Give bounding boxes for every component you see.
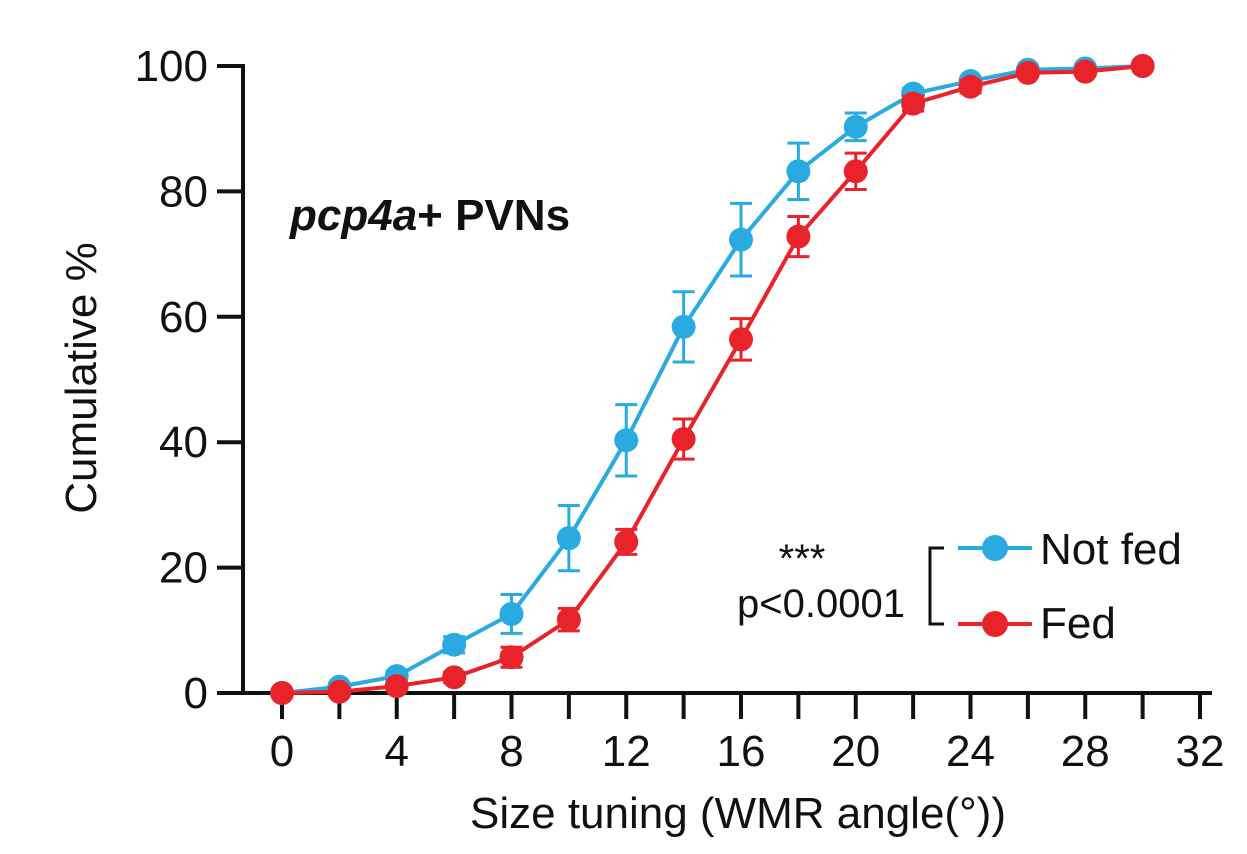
data-point-not-fed-12 [614, 428, 639, 453]
series-line-fed [281, 64, 1143, 695]
data-point-fed-20 [843, 159, 868, 184]
legend-label-not-fed: Not fed [1040, 525, 1182, 574]
data-point-fed-30 [1130, 54, 1155, 78]
data-point-not-fed-20 [843, 114, 868, 139]
data-point-fed-26 [1015, 60, 1040, 85]
data-point-not-fed-6 [442, 632, 467, 657]
legend: Not fed Fed [928, 525, 1182, 648]
plot-annotation-title: pcp4a+ PVNs [289, 191, 570, 240]
x-axis-title: Size tuning (WMR angle(°)) [470, 789, 1006, 838]
data-point-fed-12 [614, 529, 639, 554]
legend-swatch-not-fed-marker [982, 535, 1008, 561]
y-tick-label-40: 40 [159, 418, 208, 467]
data-point-fed-14 [671, 427, 696, 452]
series-fed [270, 54, 1155, 705]
legend-swatch-fed-marker [982, 611, 1008, 637]
data-point-fed-0 [270, 681, 294, 705]
x-tick-label-24: 24 [946, 727, 995, 776]
x-tick-label-16: 16 [717, 727, 766, 776]
data-point-fed-8 [499, 645, 524, 670]
annotation-rest: + PVNs [417, 191, 570, 240]
p-value-label: p<0.0001 [737, 582, 905, 626]
data-point-not-fed-16 [729, 227, 753, 252]
data-point-fed-28 [1073, 59, 1098, 84]
data-point-not-fed-10 [556, 526, 581, 551]
data-point-not-fed-14 [671, 314, 696, 339]
data-point-fed-18 [786, 224, 811, 249]
significance-stars: *** [779, 537, 826, 581]
data-point-fed-6 [442, 665, 467, 690]
y-tick-label-80: 80 [159, 167, 208, 216]
y-tick-label-100: 100 [135, 42, 208, 91]
x-tick-label-28: 28 [1061, 727, 1110, 776]
data-point-fed-4 [384, 674, 409, 699]
x-tick-label-12: 12 [602, 727, 651, 776]
legend-bracket [928, 546, 944, 626]
data-point-fed-24 [958, 74, 983, 99]
data-point-fed-16 [729, 327, 753, 352]
data-point-fed-10 [556, 607, 581, 632]
ticks: 0 4 8 12 16 20 24 28 32 0 20 40 60 80 100 [135, 42, 1225, 776]
annotation-italic: pcp4a [289, 191, 417, 240]
x-tick-label-32: 32 [1176, 727, 1225, 776]
y-tick-label-60: 60 [159, 293, 208, 342]
x-tick-label-0: 0 [270, 727, 294, 776]
y-axis-title: Cumulative % [57, 242, 106, 513]
series-not-fed [270, 54, 1155, 705]
series-line-not-fed [281, 64, 1143, 695]
data-point-not-fed-18 [786, 159, 811, 184]
y-tick-label-20: 20 [159, 544, 208, 593]
x-tick-label-8: 8 [499, 727, 523, 776]
data-point-fed-2 [327, 679, 352, 704]
data-point-not-fed-8 [499, 601, 524, 626]
legend-label-fed: Fed [1040, 599, 1116, 648]
data-point-fed-22 [901, 91, 926, 116]
y-tick-label-0: 0 [184, 669, 208, 718]
x-tick-label-20: 20 [831, 727, 880, 776]
x-tick-label-4: 4 [385, 727, 409, 776]
plot-series [270, 54, 1155, 705]
